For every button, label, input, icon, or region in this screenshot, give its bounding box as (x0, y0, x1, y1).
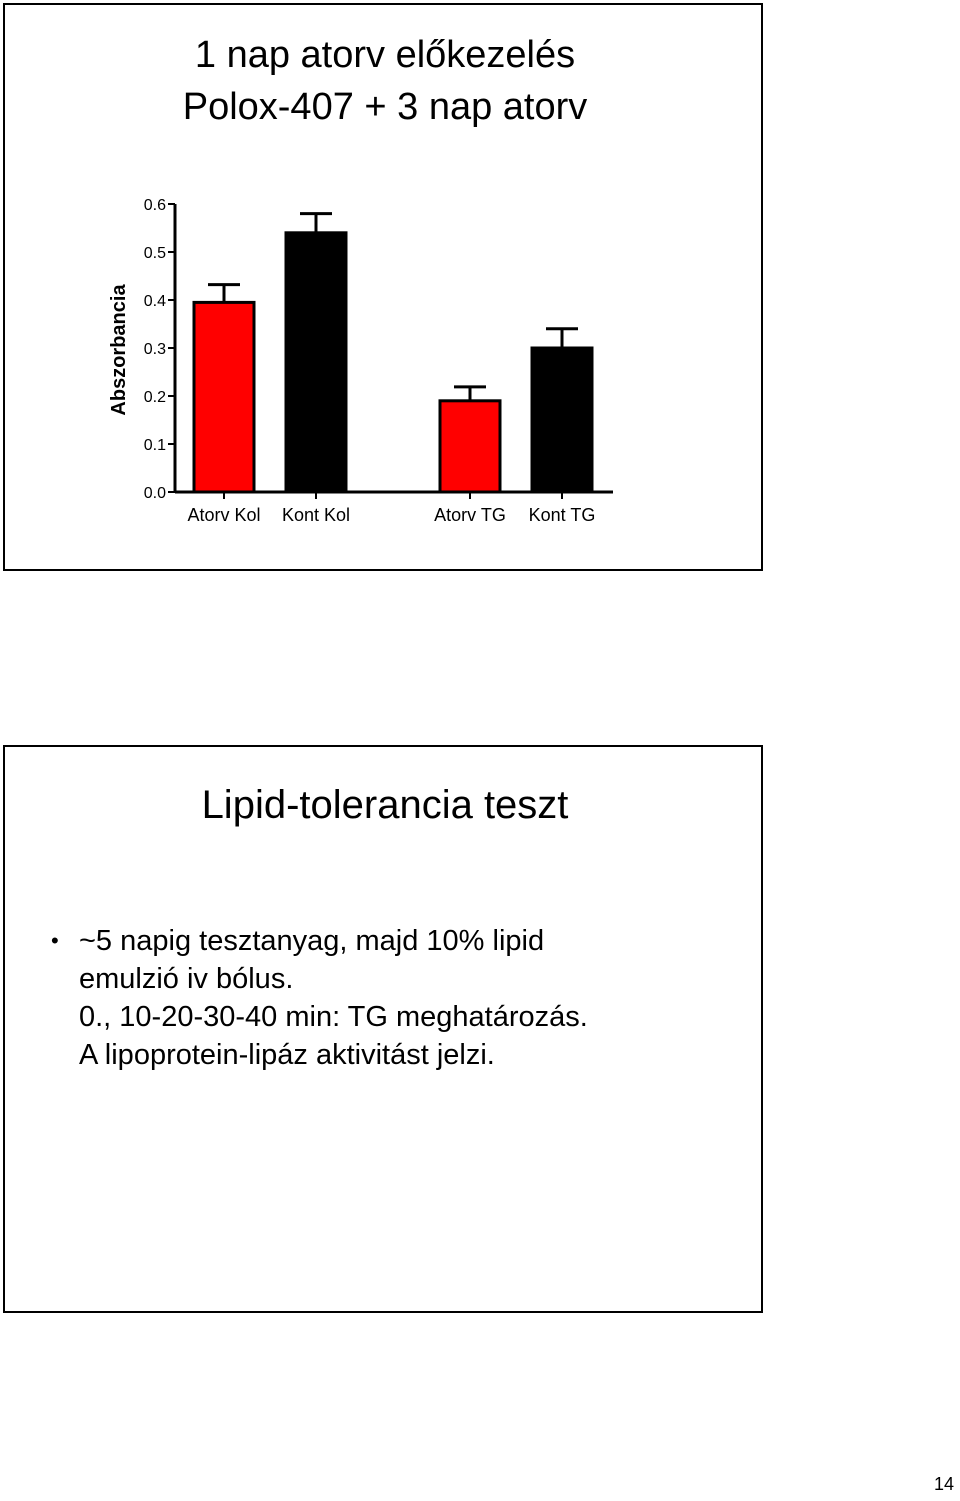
title-line-2: Polox-407 + 3 nap atorv (182, 86, 588, 128)
y-tick-label: 0.2 (144, 389, 166, 406)
y-tick-label: 0.5 (144, 245, 166, 262)
bullet-line: 0., 10-20-30-40 min: TG meghatározás. (79, 1001, 588, 1033)
bar (192, 300, 256, 494)
y-tick-label: 0.4 (144, 293, 166, 310)
bullet-item: • ~5 napig tesztanyag, majd 10% lipid em… (51, 922, 751, 1074)
y-tick-label: 0.3 (144, 341, 166, 358)
bullet-dot: • (51, 928, 59, 953)
x-tick-label: Atorv Kol (187, 505, 260, 525)
slide-top: 1 nap atorv előkezelés Polox-407 + 3 nap… (3, 3, 763, 571)
bar (284, 231, 348, 494)
y-axis-label: Abszorbancia (108, 284, 130, 416)
x-tick-label: Atorv TG (434, 505, 506, 525)
bullet-line: emulzió iv bólus. (79, 963, 294, 995)
x-tick-label: Kont Kol (282, 505, 350, 525)
slide-title: Lipid-tolerancia teszt (201, 783, 569, 827)
x-tick-label: Kont TG (529, 505, 596, 525)
page-number: 14 (933, 1474, 954, 1494)
title-line-1: 1 nap atorv előkezelés (194, 34, 576, 76)
bullet-line: ~5 napig tesztanyag, majd 10% lipid (79, 925, 545, 957)
bar (438, 399, 502, 494)
slide-bottom: Lipid-tolerancia teszt • ~5 napig teszta… (3, 745, 763, 1313)
bullet-line: A lipoprotein-lipáz aktivitást jelzi. (79, 1039, 495, 1071)
y-tick-label: 0.0 (144, 485, 166, 502)
bullet-list: • ~5 napig tesztanyag, majd 10% lipid em… (51, 922, 751, 1074)
bar (530, 346, 594, 494)
slide-title: 1 nap atorv előkezelés Polox-407 + 3 nap… (5, 29, 765, 133)
bar-chart: 0.0 0.1 0.2 0.3 0.4 0.5 0.6 Abszorbancia Atorv K… (108, 197, 613, 525)
y-tick-label: 0.6 (144, 197, 166, 214)
y-tick-label: 0.1 (144, 437, 166, 454)
